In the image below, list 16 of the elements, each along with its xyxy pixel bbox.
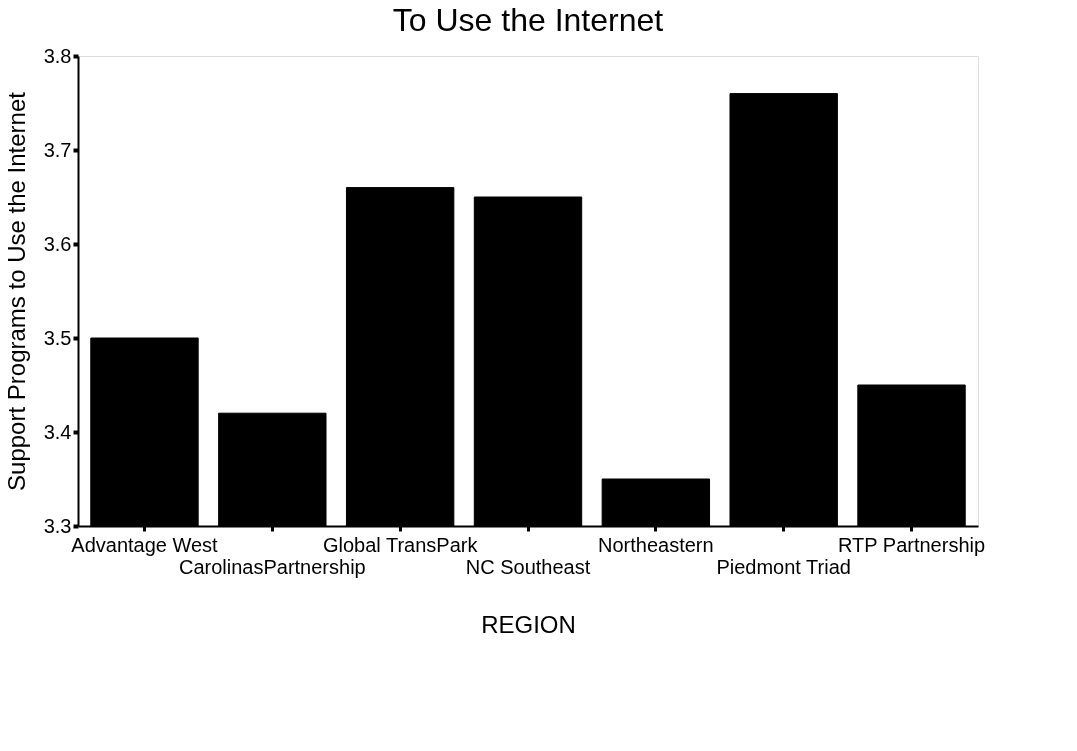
x-tick-label: NC Southeast xyxy=(465,555,591,578)
x-tick-label: Advantage West xyxy=(71,533,219,556)
y-tick-label: 3.7 xyxy=(43,138,72,161)
y-tick-label: 3.3 xyxy=(43,514,72,537)
chart-title: To Use the Internet xyxy=(392,2,664,38)
x-tick-label: Piedmont Triad xyxy=(716,555,851,578)
x-tick-label: RTP Partnership xyxy=(837,533,986,556)
y-axis-title: Support Programs to Use the Internet xyxy=(2,91,30,491)
y-tick-label: 3.4 xyxy=(43,420,72,443)
y-tick-label: 3.6 xyxy=(43,232,72,255)
y-tick-label: 3.5 xyxy=(43,326,72,349)
x-tick-label: CarolinasPartnership xyxy=(178,555,366,578)
y-tick-label: 3.8 xyxy=(43,44,72,67)
x-axis-title: REGION xyxy=(481,610,576,638)
x-tick-label: Global TransPark xyxy=(322,533,479,556)
x-tick-label: Northeastern xyxy=(598,533,714,556)
